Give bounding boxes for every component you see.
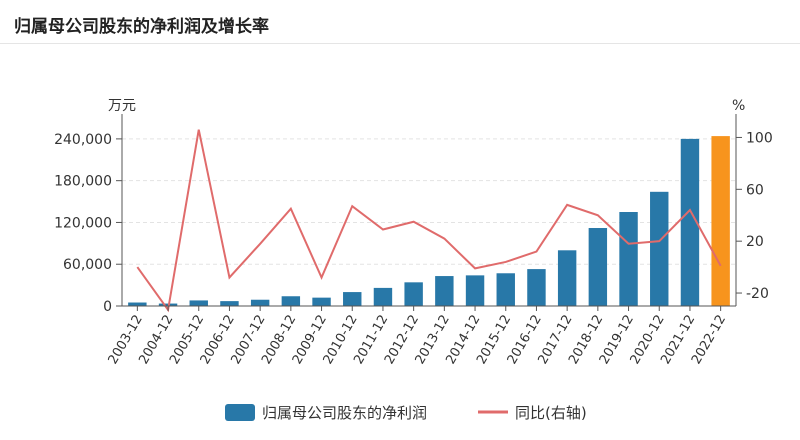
left-tick-label: 240,000 [54,132,112,148]
right-tick-label: 100 [746,130,773,146]
legend: 归属母公司股东的净利润 同比(右轴) [225,404,587,422]
bar [404,282,423,306]
bar [588,228,608,306]
bar [343,292,362,306]
right-tick-label: -20 [746,286,769,302]
bar [496,273,515,306]
bar [250,299,270,306]
bar [128,302,147,306]
bar [650,191,669,306]
growth-line [136,129,722,313]
bar [465,275,485,306]
bar [711,136,730,306]
bar [373,287,393,306]
bar [619,212,638,306]
bar [189,300,208,306]
legend-line-label: 同比(右轴) [515,404,587,422]
left-tick-label: 60,000 [63,257,112,273]
bar [281,296,301,306]
legend-bar-swatch [225,404,255,421]
right-tick-label: 60 [746,182,764,198]
bar [435,276,454,306]
chart-header: 归属母公司股东的净利润及增长率 [0,0,800,44]
bar [680,138,700,306]
bar [527,269,546,306]
right-axis-unit: % [732,98,745,114]
bar [312,297,331,306]
left-tick-label: 0 [103,299,112,315]
legend-bar-label: 归属母公司股东的净利润 [262,404,427,422]
left-axis-unit: 万元 [108,98,136,114]
line-series [136,129,722,313]
bar [220,301,239,306]
bar [557,250,577,306]
left-tick-label: 120,000 [54,215,112,231]
chart-title: 归属母公司股东的净利润及增长率 [14,17,269,37]
left-tick-label: 180,000 [54,174,112,190]
bar-series [128,136,730,306]
right-tick-label: 20 [746,234,764,250]
